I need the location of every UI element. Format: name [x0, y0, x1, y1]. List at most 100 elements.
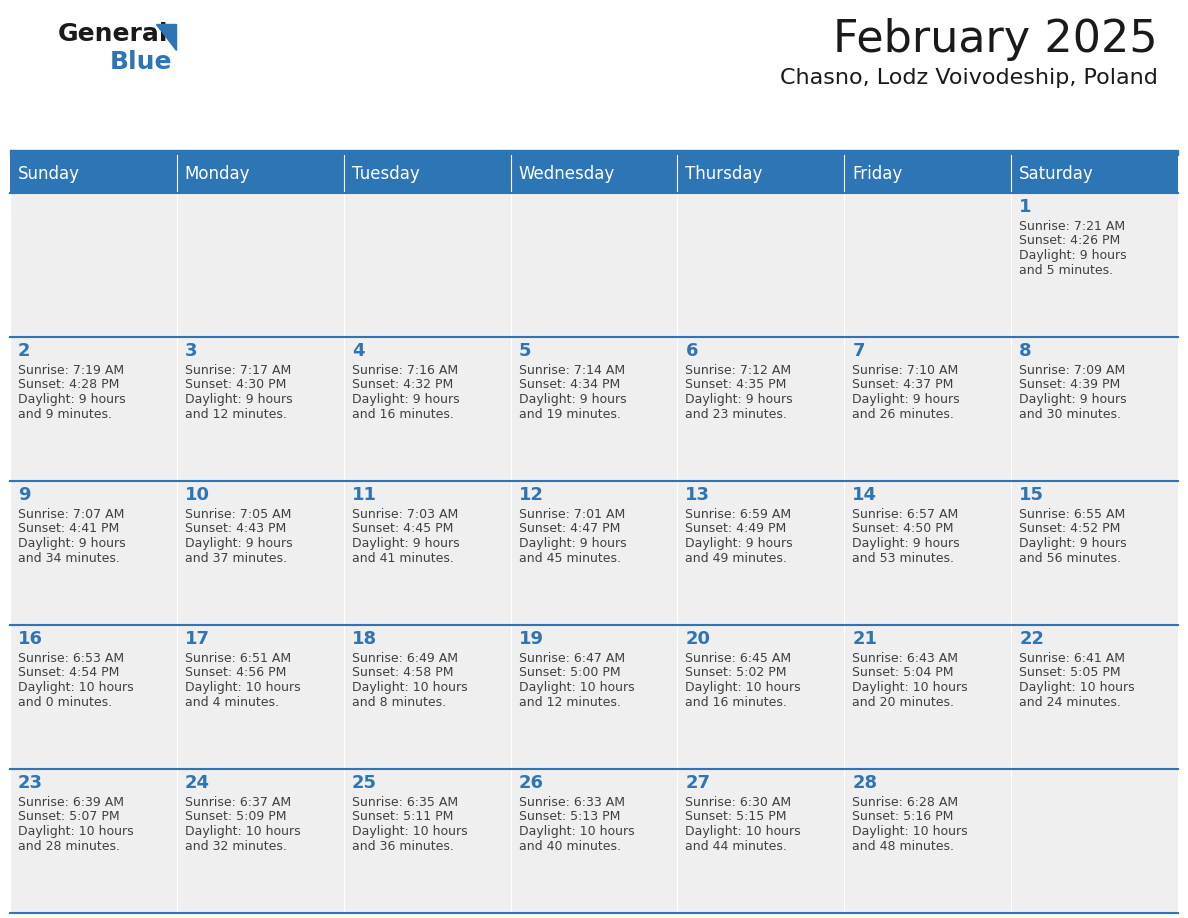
Bar: [343, 193, 511, 337]
Text: Daylight: 9 hours: Daylight: 9 hours: [185, 393, 292, 406]
Text: 27: 27: [685, 774, 710, 792]
Text: 2: 2: [18, 342, 31, 360]
Text: Sunset: 4:52 PM: Sunset: 4:52 PM: [1019, 522, 1120, 535]
Text: Sunrise: 7:17 AM: Sunrise: 7:17 AM: [185, 364, 291, 377]
Text: 19: 19: [519, 630, 544, 648]
Text: and 26 minutes.: and 26 minutes.: [852, 408, 954, 420]
Text: 9: 9: [18, 486, 31, 504]
Text: Sunrise: 6:39 AM: Sunrise: 6:39 AM: [18, 796, 124, 809]
Text: and 12 minutes.: and 12 minutes.: [185, 408, 286, 420]
Text: Daylight: 9 hours: Daylight: 9 hours: [352, 393, 460, 406]
Text: Sunset: 5:05 PM: Sunset: 5:05 PM: [1019, 666, 1120, 679]
Bar: [10, 155, 177, 193]
Text: Sunrise: 7:01 AM: Sunrise: 7:01 AM: [519, 508, 625, 521]
Text: and 40 minutes.: and 40 minutes.: [519, 839, 620, 853]
Text: Daylight: 9 hours: Daylight: 9 hours: [1019, 393, 1126, 406]
Text: Sunset: 5:15 PM: Sunset: 5:15 PM: [685, 811, 786, 823]
Text: Daylight: 10 hours: Daylight: 10 hours: [519, 681, 634, 694]
Bar: [1011, 337, 1178, 481]
Text: 25: 25: [352, 774, 377, 792]
Bar: [177, 193, 343, 337]
Bar: [1011, 625, 1178, 769]
Text: Daylight: 10 hours: Daylight: 10 hours: [352, 681, 467, 694]
Bar: [343, 155, 511, 193]
Text: 23: 23: [18, 774, 43, 792]
Text: 12: 12: [519, 486, 544, 504]
Text: Sunset: 4:32 PM: Sunset: 4:32 PM: [352, 378, 453, 391]
Text: Daylight: 9 hours: Daylight: 9 hours: [1019, 537, 1126, 550]
Text: Daylight: 9 hours: Daylight: 9 hours: [852, 393, 960, 406]
Text: Daylight: 9 hours: Daylight: 9 hours: [685, 537, 794, 550]
Text: Sunset: 5:16 PM: Sunset: 5:16 PM: [852, 811, 954, 823]
Text: Sunset: 4:39 PM: Sunset: 4:39 PM: [1019, 378, 1120, 391]
Text: Daylight: 9 hours: Daylight: 9 hours: [1019, 249, 1126, 262]
Bar: [677, 625, 845, 769]
Bar: [177, 155, 343, 193]
Text: Friday: Friday: [852, 165, 903, 183]
Text: Sunrise: 6:49 AM: Sunrise: 6:49 AM: [352, 652, 457, 665]
Text: 7: 7: [852, 342, 865, 360]
Text: Sunset: 4:28 PM: Sunset: 4:28 PM: [18, 378, 119, 391]
Bar: [511, 337, 677, 481]
Bar: [511, 769, 677, 913]
Text: Sunset: 4:47 PM: Sunset: 4:47 PM: [519, 522, 620, 535]
Text: and 41 minutes.: and 41 minutes.: [352, 552, 454, 565]
Text: Sunrise: 7:12 AM: Sunrise: 7:12 AM: [685, 364, 791, 377]
Bar: [511, 625, 677, 769]
Text: Sunday: Sunday: [18, 165, 80, 183]
Text: and 8 minutes.: and 8 minutes.: [352, 696, 446, 709]
Bar: [343, 625, 511, 769]
Bar: [677, 337, 845, 481]
Text: and 44 minutes.: and 44 minutes.: [685, 839, 788, 853]
Text: and 16 minutes.: and 16 minutes.: [352, 408, 454, 420]
Text: and 20 minutes.: and 20 minutes.: [852, 696, 954, 709]
Text: Sunset: 5:04 PM: Sunset: 5:04 PM: [852, 666, 954, 679]
Text: 10: 10: [185, 486, 210, 504]
Bar: [1011, 155, 1178, 193]
Bar: [343, 337, 511, 481]
Text: Daylight: 10 hours: Daylight: 10 hours: [18, 681, 133, 694]
Text: 22: 22: [1019, 630, 1044, 648]
Text: Sunrise: 6:30 AM: Sunrise: 6:30 AM: [685, 796, 791, 809]
Text: Sunset: 5:11 PM: Sunset: 5:11 PM: [352, 811, 453, 823]
Bar: [511, 155, 677, 193]
Text: Daylight: 9 hours: Daylight: 9 hours: [852, 537, 960, 550]
Text: Sunset: 4:45 PM: Sunset: 4:45 PM: [352, 522, 453, 535]
Text: Daylight: 10 hours: Daylight: 10 hours: [852, 825, 968, 838]
Text: Daylight: 9 hours: Daylight: 9 hours: [685, 393, 794, 406]
Text: Daylight: 9 hours: Daylight: 9 hours: [185, 537, 292, 550]
Bar: [677, 193, 845, 337]
Text: Sunset: 5:07 PM: Sunset: 5:07 PM: [18, 811, 120, 823]
Text: Sunrise: 6:51 AM: Sunrise: 6:51 AM: [185, 652, 291, 665]
Text: and 0 minutes.: and 0 minutes.: [18, 696, 112, 709]
Text: Sunset: 4:41 PM: Sunset: 4:41 PM: [18, 522, 119, 535]
Text: Sunrise: 7:10 AM: Sunrise: 7:10 AM: [852, 364, 959, 377]
Text: and 16 minutes.: and 16 minutes.: [685, 696, 788, 709]
Polygon shape: [156, 24, 176, 50]
Bar: [511, 193, 677, 337]
Text: 20: 20: [685, 630, 710, 648]
Text: 13: 13: [685, 486, 710, 504]
Bar: [10, 481, 177, 625]
Text: 1: 1: [1019, 198, 1031, 216]
Text: Tuesday: Tuesday: [352, 165, 419, 183]
Text: 5: 5: [519, 342, 531, 360]
Text: Sunset: 5:00 PM: Sunset: 5:00 PM: [519, 666, 620, 679]
Text: Sunrise: 7:09 AM: Sunrise: 7:09 AM: [1019, 364, 1125, 377]
Text: Sunrise: 6:53 AM: Sunrise: 6:53 AM: [18, 652, 124, 665]
Text: Sunrise: 7:05 AM: Sunrise: 7:05 AM: [185, 508, 291, 521]
Text: 4: 4: [352, 342, 365, 360]
Text: and 23 minutes.: and 23 minutes.: [685, 408, 788, 420]
Text: Sunrise: 6:43 AM: Sunrise: 6:43 AM: [852, 652, 959, 665]
Text: and 56 minutes.: and 56 minutes.: [1019, 552, 1121, 565]
Text: and 30 minutes.: and 30 minutes.: [1019, 408, 1121, 420]
Bar: [1011, 481, 1178, 625]
Text: Sunset: 4:30 PM: Sunset: 4:30 PM: [185, 378, 286, 391]
Text: 18: 18: [352, 630, 377, 648]
Text: Sunrise: 7:14 AM: Sunrise: 7:14 AM: [519, 364, 625, 377]
Text: 3: 3: [185, 342, 197, 360]
Text: 17: 17: [185, 630, 210, 648]
Text: Daylight: 10 hours: Daylight: 10 hours: [1019, 681, 1135, 694]
Bar: [177, 769, 343, 913]
Text: and 48 minutes.: and 48 minutes.: [852, 839, 954, 853]
